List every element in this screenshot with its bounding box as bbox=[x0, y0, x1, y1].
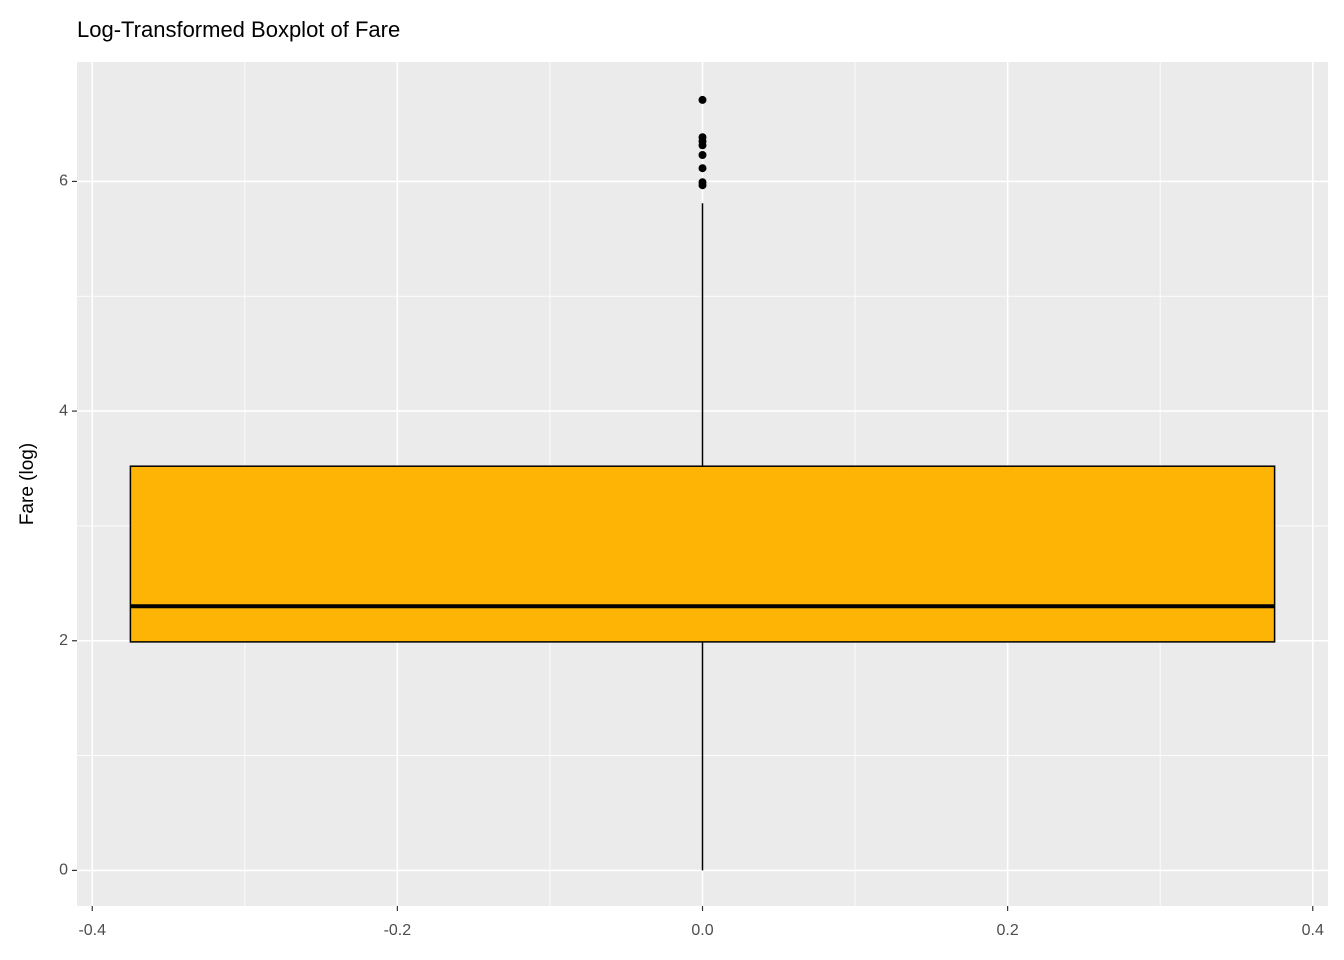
y-tick-label: 0 bbox=[59, 862, 68, 879]
outlier bbox=[698, 141, 707, 150]
box bbox=[129, 465, 1276, 643]
x-tick-label: -0.4 bbox=[78, 922, 106, 939]
y-tick-label: 2 bbox=[59, 632, 68, 649]
outlier bbox=[698, 164, 707, 173]
y-tick-label: 4 bbox=[59, 402, 68, 419]
outlier bbox=[698, 151, 707, 160]
x-tick-label: 0.2 bbox=[996, 922, 1018, 939]
y-tick-label: 6 bbox=[59, 173, 68, 190]
outlier bbox=[698, 181, 707, 190]
chart-title: Log-Transformed Boxplot of Fare bbox=[77, 17, 400, 42]
x-tick-label: -0.2 bbox=[384, 922, 412, 939]
outlier bbox=[698, 95, 707, 104]
x-tick-label: 0.0 bbox=[691, 922, 713, 939]
x-tick-label: 0.4 bbox=[1302, 922, 1324, 939]
y-axis-title: Fare (log) bbox=[17, 443, 38, 525]
